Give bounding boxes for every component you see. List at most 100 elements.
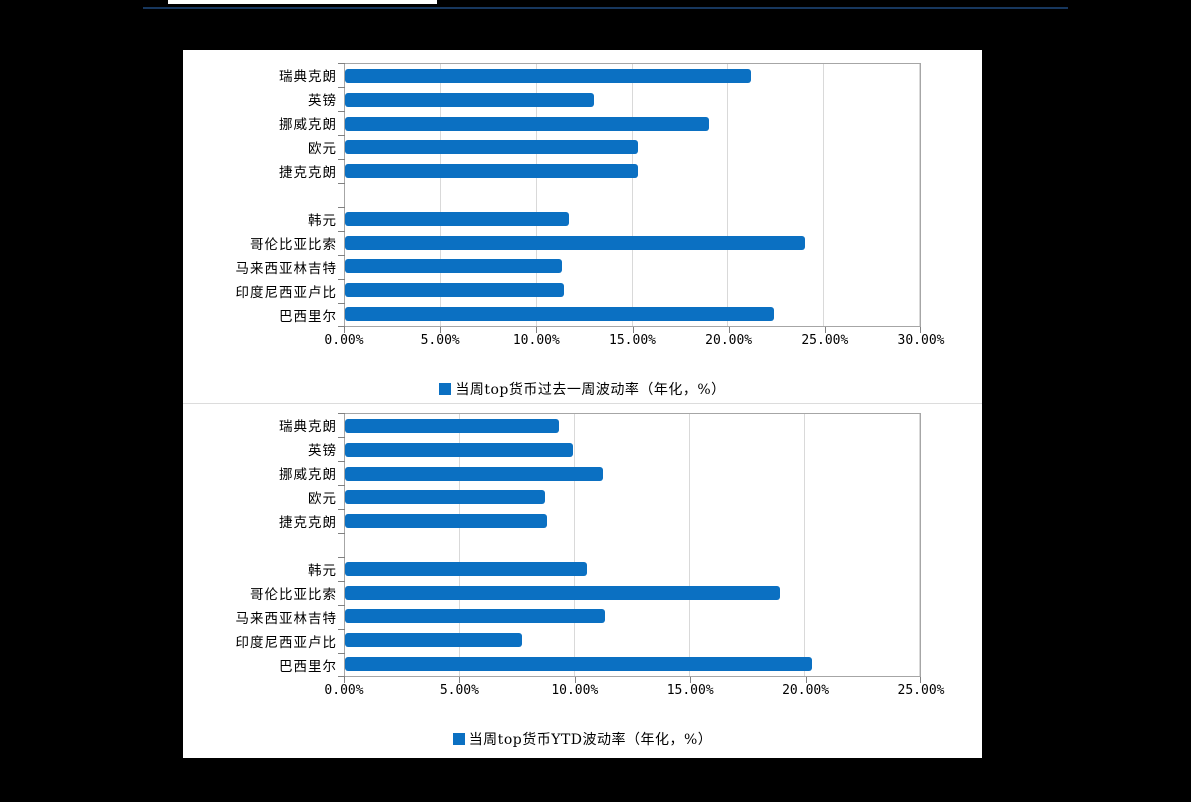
y-tick [338,326,345,327]
x-tick-label: 5.00% [439,683,479,698]
bar-row [345,135,920,159]
bar-row [345,581,920,605]
bar [345,140,639,155]
legend-marker-icon [439,383,452,395]
y-tick [338,63,345,64]
x-tick [344,327,345,333]
bar-row [345,462,920,486]
y-tick [338,581,345,582]
y-tick [338,652,345,654]
y-tick [338,676,345,677]
bar [345,68,752,83]
category-label: 欧元 [308,491,337,507]
bar [345,211,570,226]
bar-row [345,255,920,279]
x-tick [536,327,538,333]
top-white-strip [168,0,437,4]
y-tick [338,509,345,510]
x-tick-label: 5.00% [420,333,460,348]
legend-marker-icon [452,733,465,745]
y-tick [338,182,345,184]
gridline [631,64,633,326]
bar [345,633,523,648]
category-label: 印度尼西亚卢比 [235,285,337,301]
x-axis: 0.00% 5.00% 10.00% 15.00% 20.00% 25.00% [324,677,944,701]
x-tick [920,677,921,683]
bar-row [345,509,920,533]
bar [345,92,595,107]
x-tick-label: 20.00% [782,683,830,698]
legend-label: 当周top货币YTD波动率（年化，%） [468,732,713,748]
x-tick-label: 25.00% [897,683,945,698]
y-tick [338,302,345,304]
category-label: 巴西里尔 [279,309,337,325]
bar-row [345,485,920,509]
bar-row [345,557,920,581]
bar-row [345,183,920,207]
category-label: 哥伦比亚比索 [250,587,337,603]
bar [345,418,559,433]
gridline [727,64,729,326]
category-label: 挪威克朗 [279,117,337,133]
y-tick [338,87,345,88]
x-tick [690,677,692,683]
plot-area [338,63,921,327]
bar [345,164,639,179]
plot-row: 瑞典克朗 英镑 挪威克朗 欧元 捷克克朗 韩元 哥伦比亚比索 马来西亚林吉特 印度尼西亚卢比 巴西… [183,63,982,327]
category-label: 捷克克朗 [279,515,337,531]
y-tick [338,231,345,232]
category-label: 马来西亚林吉特 [235,611,337,627]
y-tick [338,605,345,606]
x-tick-label: 0.00% [324,333,364,348]
bar-row [345,88,920,112]
chart-ytd-volatility: 瑞典克朗 英镑 挪威克朗 欧元 捷克克朗 韩元 哥伦比亚比索 马来西亚林吉特 印度尼西亚卢比 巴西… [183,413,982,749]
bar-row [345,302,920,326]
y-axis-category-labels: 瑞典克朗 英镑 挪威克朗 欧元 捷克克朗 韩元 哥伦比亚比索 马来西亚林吉特 印度尼西亚卢比 巴西… [183,63,344,327]
category-label: 英镑 [308,93,337,109]
x-tick-label: 30.00% [897,333,945,348]
y-tick [338,629,345,630]
bar-row [345,438,920,462]
y-axis-category-labels: 瑞典克朗 英镑 挪威克朗 欧元 捷克克朗 韩元 哥伦比亚比索 马来西亚林吉特 印度尼西亚卢比 巴西… [183,413,344,677]
bar [345,283,564,298]
category-label: 瑞典克朗 [279,69,337,85]
x-tick-label: 15.00% [666,683,714,698]
bar [345,490,546,505]
x-tick [805,677,807,683]
y-tick [338,279,345,280]
x-tick-label: 0.00% [324,683,364,698]
bar-row [345,112,920,136]
bar-row [345,628,920,652]
y-tick [338,111,345,112]
x-tick-label: 20.00% [705,333,753,348]
bar [345,307,775,322]
x-tick [440,327,442,333]
gridline [823,64,825,326]
category-label: 哥伦比亚比索 [250,237,337,253]
category-label: 捷克克朗 [279,165,337,181]
bar-row [345,278,920,302]
y-tick [338,437,345,438]
bar [345,657,812,672]
category-label: 马来西亚林吉特 [235,261,337,277]
x-axis: 0.00% 5.00% 10.00% 15.00% 20.00% 25.00% 30.00% [324,327,944,351]
category-label: 印度尼西亚卢比 [235,635,337,651]
y-tick [338,255,345,256]
plot-area [338,413,921,677]
y-tick [338,557,345,558]
y-tick [338,413,345,414]
category-label [183,533,337,557]
y-tick [338,461,345,462]
bar [345,466,603,481]
legend: 当周top货币YTD波动率（年化，%） [183,729,982,749]
bar [345,235,805,250]
y-tick [338,135,345,136]
gridline [459,414,460,676]
bar-row [345,652,920,676]
category-label: 瑞典克朗 [279,419,337,435]
x-tick-label: 15.00% [609,333,656,348]
category-label: 巴西里尔 [279,659,337,675]
x-tick-label: 10.00% [551,683,599,698]
bar-row [345,159,920,183]
